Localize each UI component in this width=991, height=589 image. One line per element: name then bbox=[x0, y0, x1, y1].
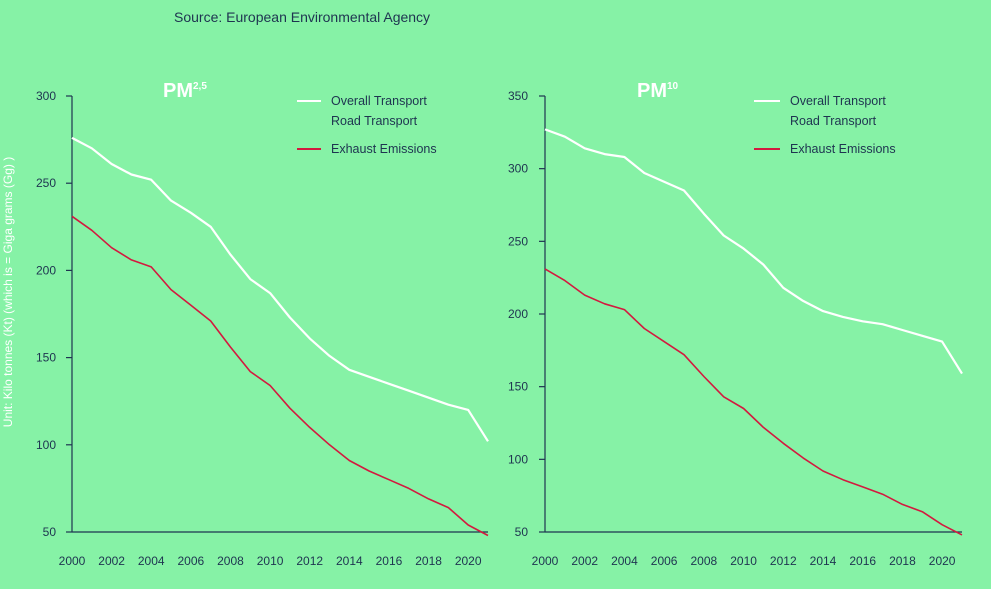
chart-panel-2: 50 100 150 200 250 300 350 2000 2002 2004 2006 2008… bbox=[508, 80, 963, 568]
x-tick-label: 2010 bbox=[730, 554, 757, 568]
y-tick-label: 50 bbox=[515, 525, 529, 539]
x-tick-label: 2000 bbox=[532, 554, 559, 568]
legend-label: Overall Transport bbox=[790, 94, 886, 108]
chart-title-superscript: 2,5 bbox=[193, 81, 207, 92]
y-tick-label: 300 bbox=[36, 89, 56, 103]
x-tick-label: 2014 bbox=[810, 554, 837, 568]
y-tick-label: 100 bbox=[36, 438, 56, 452]
source-caption: Source: European Environmental Agency bbox=[174, 9, 431, 25]
chart-title-main: PM bbox=[637, 80, 667, 102]
legend-label: Exhaust Emissions bbox=[331, 142, 437, 156]
series-line-exhaust bbox=[71, 215, 489, 537]
y-tick-label: 200 bbox=[36, 263, 56, 277]
x-tick-label: 2012 bbox=[296, 554, 323, 568]
x-tick-label: 2006 bbox=[651, 554, 678, 568]
x-tick-label: 2012 bbox=[770, 554, 797, 568]
y-tick-label: 300 bbox=[508, 162, 528, 176]
x-tick-label: 2018 bbox=[415, 554, 442, 568]
y-tick-label: 150 bbox=[36, 351, 56, 365]
y-tick-label: 100 bbox=[508, 452, 528, 466]
x-tick-label: 2002 bbox=[98, 554, 125, 568]
chart-title: PM10 bbox=[637, 80, 679, 102]
legend-label: Road Transport bbox=[331, 114, 418, 128]
chart-title: PM2,5 bbox=[163, 80, 207, 102]
chart-panel-1: 50 100 150 200 250 300 2000 2002 2004 2006 2008 201… bbox=[1, 80, 489, 568]
x-tick-label: 2008 bbox=[217, 554, 244, 568]
legend-label: Road Transport bbox=[790, 114, 877, 128]
x-tick-label: 2016 bbox=[376, 554, 403, 568]
chart-title-superscript: 10 bbox=[667, 81, 679, 92]
series-line-exhaust bbox=[544, 268, 963, 536]
x-tick-label: 2000 bbox=[59, 554, 86, 568]
x-tick-label: 2014 bbox=[336, 554, 363, 568]
x-tick-label: 2004 bbox=[611, 554, 638, 568]
y-tick-label: 150 bbox=[508, 380, 528, 394]
x-tick-label: 2006 bbox=[178, 554, 205, 568]
chart-title-main: PM bbox=[163, 80, 193, 102]
x-tick-label: 2010 bbox=[257, 554, 284, 568]
x-tick-label: 2016 bbox=[849, 554, 876, 568]
x-tick-label: 2002 bbox=[571, 554, 598, 568]
series-line-overall bbox=[544, 128, 963, 375]
series-line-overall bbox=[71, 136, 489, 442]
legend-label: Overall Transport bbox=[331, 94, 427, 108]
y-tick-label: 50 bbox=[43, 525, 57, 539]
x-tick-label: 2020 bbox=[455, 554, 482, 568]
y-tick-label: 250 bbox=[36, 176, 56, 190]
x-tick-label: 2008 bbox=[691, 554, 718, 568]
x-tick-label: 2004 bbox=[138, 554, 165, 568]
legend-label: Exhaust Emissions bbox=[790, 142, 896, 156]
x-tick-label: 2020 bbox=[929, 554, 956, 568]
y-tick-label: 200 bbox=[508, 307, 528, 321]
y-tick-label: 250 bbox=[508, 234, 528, 248]
y-axis-label: Unit: Kilo tonnes (Kt) (which is = Giga … bbox=[1, 157, 15, 427]
x-tick-label: 2018 bbox=[889, 554, 916, 568]
y-tick-label: 350 bbox=[508, 89, 528, 103]
